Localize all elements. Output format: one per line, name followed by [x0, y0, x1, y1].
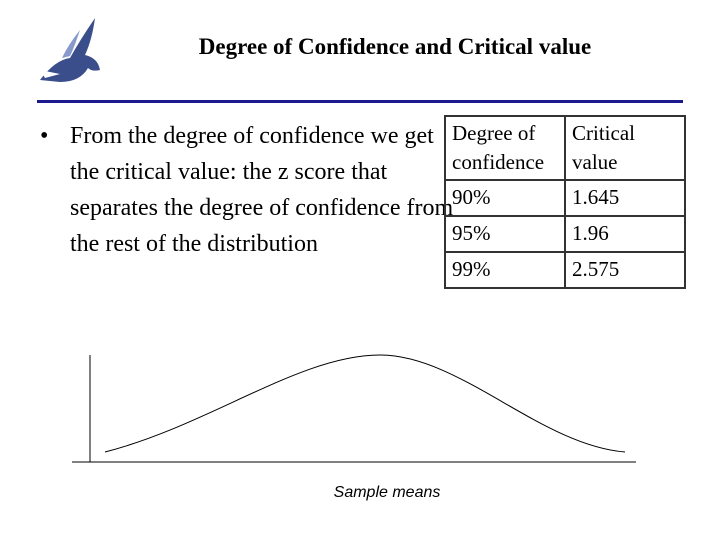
eagle-logo	[40, 18, 100, 82]
bullet: • From the degree of confidence we get th…	[40, 118, 455, 262]
cell: 1.645	[564, 179, 686, 217]
bullet-text: From the degree of confidence we get the…	[70, 123, 454, 257]
row: 90% 1.645	[444, 179, 686, 217]
title-rule	[37, 100, 683, 103]
header-cell: Degree of confidence	[444, 115, 566, 181]
normal-curve	[104, 354, 626, 453]
x-axis-label: Sample means	[333, 484, 441, 501]
bullet-dot: •	[40, 123, 49, 149]
cell: 2.575	[564, 251, 686, 289]
title: Degree of Confidence and Critical value	[198, 34, 592, 59]
header-row: Degree of confidence Critical value	[444, 115, 686, 181]
header-cell: Critical value	[564, 115, 686, 181]
row: 95% 1.96	[444, 215, 686, 253]
row: 99% 2.575	[444, 251, 686, 289]
cell: 90%	[444, 179, 566, 217]
cell: 1.96	[564, 215, 686, 253]
cell: 95%	[444, 215, 566, 253]
table: Degree of confidence Critical value 90% 1…	[444, 115, 686, 289]
cell: 99%	[444, 251, 566, 289]
